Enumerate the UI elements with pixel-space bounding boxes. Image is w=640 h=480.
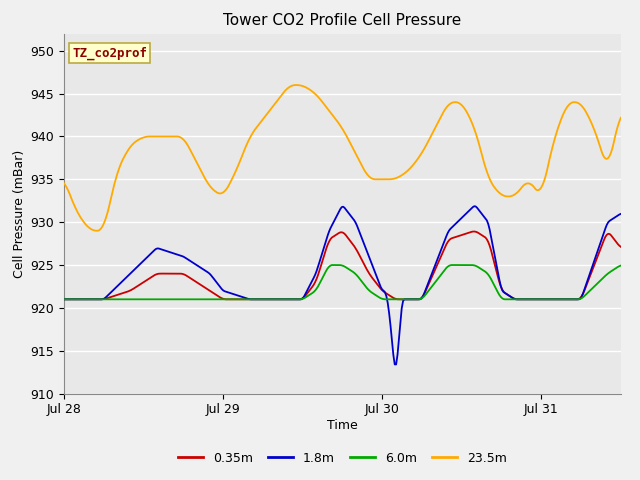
Text: TZ_co2prof: TZ_co2prof bbox=[72, 46, 147, 60]
Title: Tower CO2 Profile Cell Pressure: Tower CO2 Profile Cell Pressure bbox=[223, 13, 461, 28]
X-axis label: Time: Time bbox=[327, 419, 358, 432]
Legend: 0.35m, 1.8m, 6.0m, 23.5m: 0.35m, 1.8m, 6.0m, 23.5m bbox=[173, 447, 512, 469]
Y-axis label: Cell Pressure (mBar): Cell Pressure (mBar) bbox=[13, 149, 26, 278]
